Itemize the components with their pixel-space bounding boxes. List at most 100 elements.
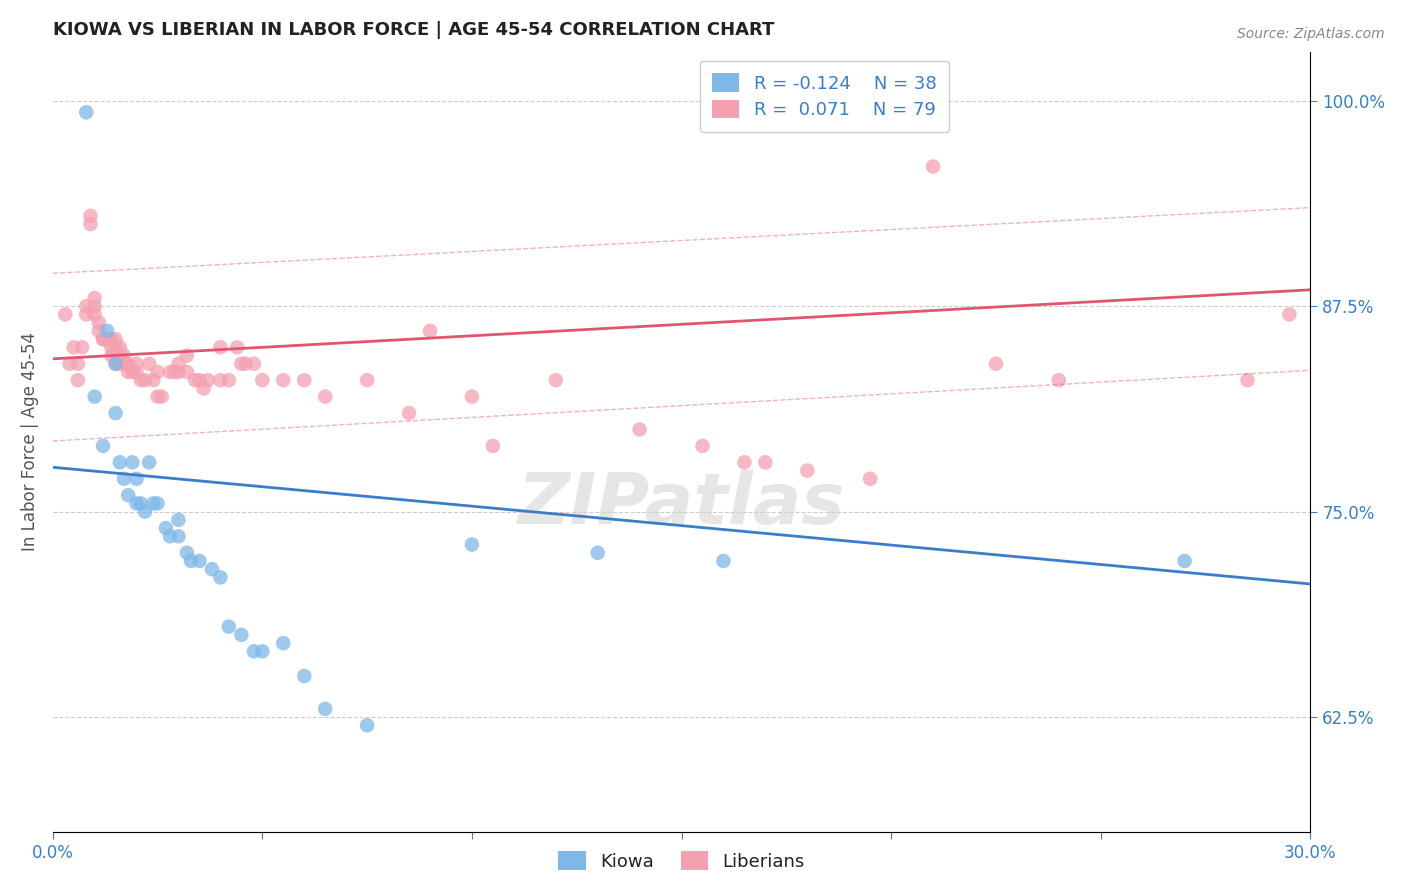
- Point: [96, 332, 118, 346]
- Point: [96, 332, 118, 346]
- Point: [292, 373, 315, 387]
- Point: [146, 390, 169, 404]
- Point: [209, 340, 232, 354]
- Point: [112, 472, 135, 486]
- Point: [91, 332, 114, 346]
- Point: [586, 546, 609, 560]
- Point: [398, 406, 420, 420]
- Point: [922, 160, 945, 174]
- Point: [167, 357, 190, 371]
- Point: [159, 365, 181, 379]
- Point: [87, 316, 110, 330]
- Point: [188, 373, 211, 387]
- Point: [226, 340, 249, 354]
- Point: [176, 546, 198, 560]
- Point: [243, 357, 266, 371]
- Point: [138, 455, 160, 469]
- Point: [1278, 308, 1301, 322]
- Point: [53, 308, 76, 322]
- Point: [146, 496, 169, 510]
- Legend: Kiowa, Liberians: Kiowa, Liberians: [551, 844, 811, 878]
- Point: [159, 529, 181, 543]
- Point: [117, 488, 139, 502]
- Point: [104, 340, 127, 354]
- Point: [142, 373, 165, 387]
- Point: [201, 562, 224, 576]
- Point: [314, 390, 336, 404]
- Point: [100, 349, 122, 363]
- Point: [117, 365, 139, 379]
- Point: [167, 529, 190, 543]
- Point: [271, 636, 294, 650]
- Point: [197, 373, 219, 387]
- Point: [121, 365, 143, 379]
- Point: [188, 554, 211, 568]
- Point: [209, 373, 232, 387]
- Point: [58, 357, 80, 371]
- Point: [66, 373, 89, 387]
- Point: [1047, 373, 1070, 387]
- Point: [66, 357, 89, 371]
- Point: [544, 373, 567, 387]
- Point: [252, 644, 274, 658]
- Point: [117, 357, 139, 371]
- Point: [713, 554, 735, 568]
- Point: [461, 390, 484, 404]
- Point: [75, 299, 97, 313]
- Point: [692, 439, 714, 453]
- Point: [356, 718, 378, 732]
- Point: [83, 308, 105, 322]
- Point: [70, 340, 93, 354]
- Point: [138, 357, 160, 371]
- Point: [796, 464, 818, 478]
- Point: [75, 308, 97, 322]
- Point: [108, 357, 131, 371]
- Point: [87, 324, 110, 338]
- Point: [125, 365, 148, 379]
- Point: [859, 472, 882, 486]
- Point: [733, 455, 755, 469]
- Point: [184, 373, 207, 387]
- Point: [193, 381, 215, 395]
- Point: [91, 332, 114, 346]
- Y-axis label: In Labor Force | Age 45-54: In Labor Force | Age 45-54: [21, 333, 39, 551]
- Point: [218, 373, 240, 387]
- Text: Source: ZipAtlas.com: Source: ZipAtlas.com: [1237, 27, 1385, 41]
- Point: [271, 373, 294, 387]
- Point: [628, 422, 651, 436]
- Point: [419, 324, 441, 338]
- Point: [91, 439, 114, 453]
- Point: [1174, 554, 1197, 568]
- Point: [231, 357, 253, 371]
- Point: [1236, 373, 1258, 387]
- Text: ZIPatlas: ZIPatlas: [517, 470, 845, 539]
- Point: [79, 209, 101, 223]
- Point: [83, 390, 105, 404]
- Text: KIOWA VS LIBERIAN IN LABOR FORCE | AGE 45-54 CORRELATION CHART: KIOWA VS LIBERIAN IN LABOR FORCE | AGE 4…: [52, 21, 775, 39]
- Point: [231, 628, 253, 642]
- Point: [155, 521, 177, 535]
- Point: [125, 357, 148, 371]
- Point: [167, 365, 190, 379]
- Point: [100, 332, 122, 346]
- Point: [104, 357, 127, 371]
- Point: [112, 357, 135, 371]
- Point: [104, 406, 127, 420]
- Point: [108, 340, 131, 354]
- Point: [125, 496, 148, 510]
- Point: [984, 357, 1007, 371]
- Point: [218, 620, 240, 634]
- Point: [754, 455, 776, 469]
- Point: [163, 365, 186, 379]
- Point: [461, 537, 484, 551]
- Point: [180, 554, 202, 568]
- Point: [112, 349, 135, 363]
- Point: [125, 472, 148, 486]
- Point: [104, 332, 127, 346]
- Point: [176, 365, 198, 379]
- Point: [292, 669, 315, 683]
- Point: [134, 373, 156, 387]
- Point: [167, 513, 190, 527]
- Point: [129, 373, 152, 387]
- Point: [83, 299, 105, 313]
